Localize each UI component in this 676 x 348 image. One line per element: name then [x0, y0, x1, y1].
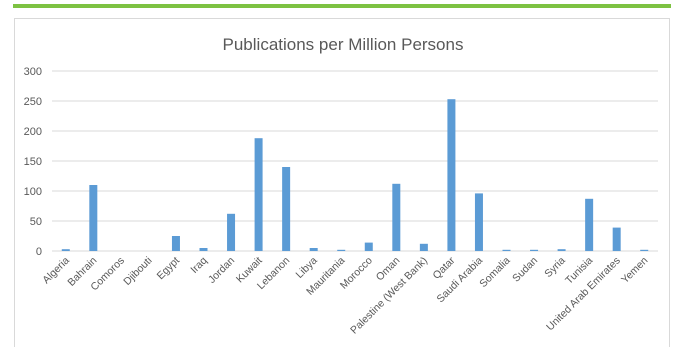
chart-area: Publications per Million Persons 0 50 100 1…: [14, 18, 670, 347]
bar-tunisia: [585, 198, 594, 251]
bar-kuwait: [254, 138, 263, 251]
x-tick-label: Yemen: [619, 255, 650, 286]
y-tick-label: 150: [24, 156, 42, 168]
bar-palestine-west-bank: [419, 243, 428, 251]
y-tick-label: 100: [24, 186, 42, 198]
x-tick-label: Somalia: [477, 255, 512, 290]
bar-oman: [392, 183, 401, 251]
bar-united-arab-emirates: [612, 227, 621, 251]
y-tick-label: 250: [24, 96, 42, 108]
bar-mauritania: [337, 249, 346, 251]
x-tick-label: Iraq: [188, 255, 209, 276]
gridlines: [52, 70, 658, 252]
bar-syria: [557, 249, 566, 251]
bar-morocco: [364, 242, 373, 251]
bar-sudan: [530, 249, 539, 251]
bar-yemen: [640, 249, 649, 251]
x-tick-label: Jordan: [206, 255, 237, 286]
bar-chart: Publications per Million Persons 0 50 100 1…: [24, 35, 658, 336]
bar-bahrain: [89, 185, 98, 251]
bar-jordan: [227, 213, 236, 251]
bar-lebanon: [282, 167, 291, 251]
bar-libya: [309, 248, 318, 251]
y-tick-label: 200: [24, 126, 42, 138]
y-tick-label: 300: [24, 66, 42, 78]
bars: [61, 99, 649, 251]
chart-title: Publications per Million Persons: [223, 35, 464, 54]
bar-qatar: [447, 99, 456, 251]
bar-algeria: [61, 249, 70, 251]
bar-egypt: [171, 236, 180, 251]
bar-saudi-arabia: [474, 193, 483, 251]
x-tick-label: Sudan: [510, 255, 540, 285]
y-tick-label: 50: [30, 216, 42, 228]
x-tick-label: Djibouti: [121, 255, 154, 288]
x-tick-label: Egypt: [155, 255, 183, 283]
y-axis-tick-labels: 0 50 100 150 200 250 300: [24, 66, 42, 258]
bar-somalia: [502, 249, 511, 251]
top-accent-bar: [13, 4, 671, 8]
bar-iraq: [199, 248, 208, 251]
y-tick-label: 0: [36, 246, 42, 258]
